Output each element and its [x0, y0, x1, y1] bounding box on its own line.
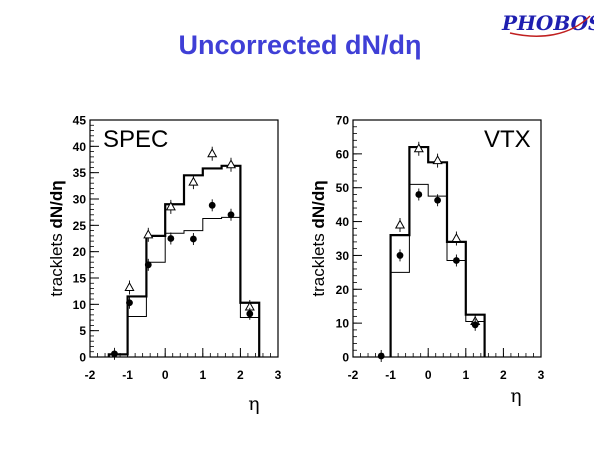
filled-circle-point	[246, 310, 254, 318]
y-tick-label: 5	[79, 324, 86, 338]
y-tick-label: 0	[342, 351, 349, 365]
filled-circle-point	[190, 235, 197, 243]
open-triangle-point	[143, 229, 154, 239]
open-triangle-point	[124, 281, 135, 291]
x-tick-label: -1	[385, 368, 396, 382]
y-tick-label: 20	[73, 245, 87, 259]
y-tick-label: 20	[336, 283, 350, 297]
x-tick-label: -1	[122, 368, 133, 382]
y-tick-label: 30	[73, 193, 87, 207]
filled-circle-point	[144, 261, 152, 269]
filled-circle-point	[453, 257, 460, 264]
filled-circle-point	[396, 252, 404, 259]
x-tick-label: 2	[500, 368, 507, 382]
y-tick-label: 35	[73, 166, 87, 180]
thick-histogram	[389, 145, 486, 357]
y-tick-label: 40	[73, 140, 87, 154]
plot-frame	[89, 119, 279, 358]
filled-circle-point	[111, 350, 118, 358]
plot-frame	[352, 119, 542, 358]
y-tick-label: 15	[73, 272, 87, 286]
x-axis-title: η	[248, 393, 259, 415]
x-tick-label: 1	[462, 368, 469, 382]
filled-circle-point	[126, 299, 133, 307]
thick-histogram	[107, 164, 261, 357]
y-axis-title-prefix: tracklets	[47, 229, 66, 297]
y-tick-label: 0	[79, 351, 86, 365]
panel-label: SPEC	[103, 126, 168, 153]
open-triangle-point	[394, 219, 406, 229]
panel-label: VTX	[484, 126, 531, 153]
x-tick-label: 0	[162, 368, 169, 382]
y-axis-title: tracklets dN/dη	[309, 180, 328, 296]
thin-histogram	[390, 183, 486, 357]
x-tick-label: 3	[538, 368, 545, 382]
y-axis-title-prefix: tracklets	[309, 229, 328, 297]
open-triangle-point	[413, 143, 424, 153]
filled-circle-point	[377, 352, 385, 360]
filled-circle-point	[208, 201, 216, 209]
phobos-logo: PHOBOS	[501, 11, 594, 37]
x-tick-label: 0	[425, 368, 432, 382]
x-tick-label: 2	[237, 368, 244, 382]
filled-circle-point	[471, 321, 479, 329]
open-triangle-point	[207, 148, 218, 158]
filled-circle-point	[227, 211, 235, 219]
y-tick-label: 25	[73, 219, 87, 233]
y-tick-label: 40	[336, 215, 350, 229]
y-axis-title-main: dN/dη	[47, 180, 66, 228]
y-tick-label: 50	[336, 181, 350, 195]
y-tick-label: 45	[73, 114, 87, 128]
filled-circle-point	[415, 191, 423, 198]
x-tick-label: 1	[199, 368, 206, 382]
y-axis-title-main: dN/dη	[309, 180, 328, 228]
x-tick-label: -2	[85, 368, 96, 382]
open-triangle-point	[165, 201, 176, 211]
filled-circle-point	[167, 235, 175, 242]
x-tick-label: -2	[348, 368, 359, 382]
slide-title: Uncorrected dN/dη	[178, 30, 422, 60]
open-triangle-point	[188, 176, 199, 186]
y-tick-label: 10	[73, 298, 87, 312]
y-tick-label: 30	[336, 249, 350, 263]
y-tick-label: 70	[336, 114, 350, 128]
svg-text:PHOBOS: PHOBOS	[501, 11, 594, 35]
open-triangle-point	[451, 232, 462, 242]
y-tick-label: 60	[336, 147, 350, 161]
filled-circle-point	[434, 196, 441, 204]
open-triangle-point	[432, 155, 443, 165]
open-triangle-point	[225, 159, 237, 169]
y-tick-label: 10	[336, 317, 350, 331]
x-tick-label: 3	[275, 368, 282, 382]
x-axis-title: η	[510, 385, 521, 407]
y-axis-title: tracklets dN/dη	[47, 180, 66, 296]
